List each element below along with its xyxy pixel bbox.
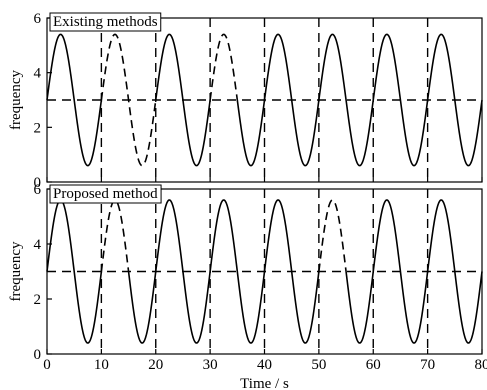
signal-curve-dashed: [318, 199, 347, 272]
panel-title-box: [49, 184, 162, 204]
x-tick-label: 0: [43, 357, 51, 373]
signal-curve-solid: [154, 33, 211, 167]
x-tick-label: 30: [203, 357, 218, 373]
y-tick-label: 6: [34, 11, 42, 27]
signal-curve-dashed: [209, 33, 239, 101]
x-tick-label: 10: [94, 357, 109, 373]
x-tick-label: 40: [257, 357, 272, 373]
x-tick-label: 60: [366, 357, 381, 373]
signal-curve-solid: [236, 33, 483, 167]
y-axis-label: frequency: [8, 241, 24, 301]
y-tick-label: 0: [34, 175, 42, 191]
x-tick-label: 80: [475, 357, 487, 373]
y-tick-label: 2: [34, 120, 42, 136]
panel-title: Proposed method: [53, 186, 158, 202]
signal-curve-dashed: [100, 199, 130, 272]
y-tick-label: 6: [34, 182, 42, 198]
y-tick-label: 4: [34, 66, 42, 82]
signal-curve-solid: [345, 199, 483, 344]
signal-curve-dashed: [100, 33, 157, 167]
y-axis-label: frequency: [8, 70, 24, 130]
x-tick-label: 70: [420, 357, 435, 373]
panel-title: Existing methods: [53, 14, 158, 30]
y-tick-label: 0: [34, 347, 42, 363]
x-axis-label: Time / s: [240, 376, 289, 390]
signal-curve-solid: [127, 199, 320, 344]
panel-title-box: [49, 12, 162, 32]
panel-1: 0 2 4 6 frequency Existing methods: [8, 11, 483, 191]
x-tick-label: 20: [148, 357, 163, 373]
signal-curve-solid: [46, 199, 103, 344]
signal-curve-solid: [46, 33, 103, 167]
y-tick-label: 4: [34, 237, 42, 253]
y-tick-label: 2: [34, 292, 42, 308]
x-tick-label: 50: [311, 357, 326, 373]
